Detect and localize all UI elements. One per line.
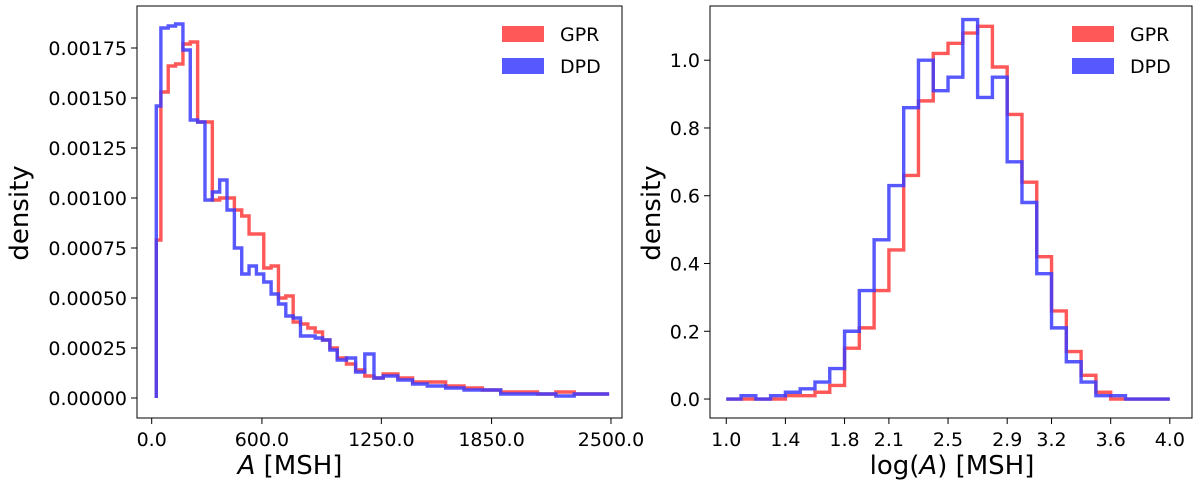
y-tick-label: 0.00025 (48, 338, 127, 360)
y-tick-label: 0.4 (670, 254, 700, 276)
x-tick-label: 1250.0 (348, 429, 414, 451)
legend-swatch-dpd (1072, 58, 1114, 74)
y-tick-label: 0.00100 (48, 188, 127, 210)
x-tick-label: 4.0 (1155, 429, 1185, 451)
right-histogram-panel: 1.0 1.4 1.8 2.1 2.5 2.9 3.2 3.6 4.0 0.0 0.2 0.4 0.6 0… (637, 5, 1193, 481)
x-tick-label: 1.8 (829, 429, 859, 451)
legend: GPR DPD (502, 24, 601, 78)
x-tick-label: 1.0 (711, 429, 741, 451)
series-gpr-step-line (726, 24, 1170, 401)
y-tick-label: 0.00150 (48, 88, 127, 110)
x-tick-label: 3.6 (1096, 429, 1126, 451)
legend: GPR DPD (1072, 24, 1171, 78)
y-axis-label: density (637, 165, 667, 260)
y-tick-label: 0.2 (670, 321, 700, 343)
x-tick-label: 2.9 (992, 429, 1022, 451)
y-tick-label: 0.00175 (48, 38, 127, 60)
y-tick-label: 0.00125 (48, 138, 127, 160)
legend-label-gpr: GPR (1130, 24, 1169, 46)
y-tick-label: 0.8 (670, 118, 700, 140)
x-tick-label: 2.1 (874, 429, 904, 451)
series-dpd-step-line (154, 22, 610, 398)
x-axis-label: A [MSH] (236, 451, 343, 481)
y-tick-label: 0.0 (670, 389, 700, 411)
y-tick-label: 0.00000 (48, 388, 127, 410)
axes-frame (136, 5, 623, 419)
y-tick-label: 0.6 (670, 186, 700, 208)
legend-swatch-gpr (502, 26, 544, 42)
x-axis-label: log(A) [MSH] (870, 451, 1035, 481)
axes-frame (709, 5, 1193, 419)
x-tick-label: 2500.0 (578, 429, 644, 451)
x-tick-label: 1.4 (770, 429, 800, 451)
legend-swatch-dpd (502, 58, 544, 74)
y-tick-label: 0.00075 (48, 238, 127, 260)
x-tick-label: 0.0 (137, 429, 167, 451)
legend-label-gpr: GPR (560, 24, 599, 46)
x-tick-label: 3.2 (1036, 429, 1066, 451)
x-tick-label: 1850.0 (458, 429, 524, 451)
series-dpd-step-line (726, 17, 1170, 401)
legend-label-dpd: DPD (1130, 56, 1171, 78)
left-histogram-panel: 0.0 600.0 1250.0 1850.0 2500.0 0.00000 0.00025… (5, 5, 644, 481)
legend-label-dpd: DPD (560, 56, 601, 78)
legend-swatch-gpr (1072, 26, 1114, 42)
y-tick-label: 1.0 (670, 50, 700, 72)
x-tick-label: 600.0 (235, 429, 289, 451)
x-tick-label: 2.5 (933, 429, 963, 451)
y-axis-label: density (5, 165, 35, 260)
y-tick-label: 0.00050 (48, 288, 127, 310)
series-gpr-step-line (154, 40, 610, 398)
